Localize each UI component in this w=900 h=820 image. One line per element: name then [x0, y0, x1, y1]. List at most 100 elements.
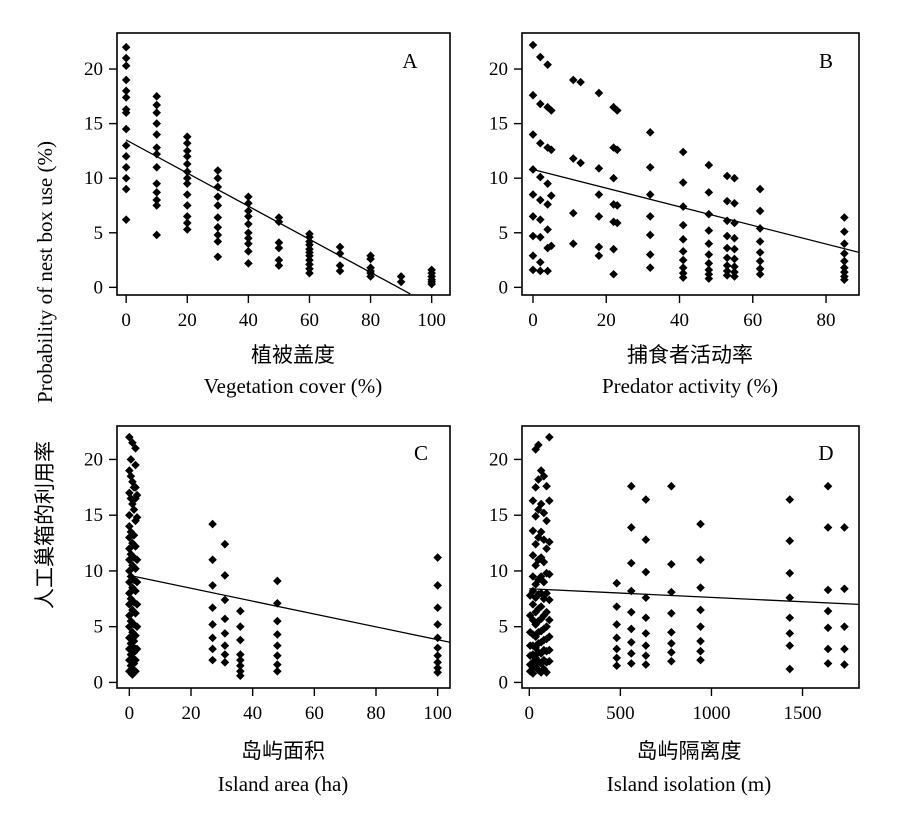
panel-a-point — [121, 124, 131, 134]
panel-b-point — [536, 99, 545, 109]
panel-c-point — [433, 603, 442, 613]
panel-d-point — [528, 526, 538, 536]
panel-c-point — [433, 658, 442, 667]
panel-b-point — [840, 213, 849, 222]
panel-a-point — [182, 190, 192, 199]
panel-c-point — [126, 549, 136, 559]
panel-c-point — [131, 666, 140, 676]
panel-c-point — [236, 666, 245, 676]
panel-a-x-tick-label: 40 — [239, 310, 258, 331]
panel-d-point — [612, 620, 622, 629]
panel-d-point — [612, 578, 622, 588]
panel-d-point — [545, 595, 554, 605]
panel-c-point — [273, 576, 282, 586]
panel-c-point — [208, 581, 217, 590]
panel-c-point — [125, 510, 134, 520]
panel-a-point — [244, 212, 253, 221]
shared-ylabel-cn: 人工巢箱的利用率 — [33, 441, 57, 609]
panel-d-point — [539, 557, 549, 567]
panel-c-point — [273, 616, 282, 626]
panel-b-point — [730, 262, 739, 271]
panel-b-y-tick-label: 10 — [489, 168, 508, 189]
panel-b-point — [528, 90, 538, 100]
panel-d-point — [641, 495, 651, 504]
panel-a-point — [121, 173, 131, 183]
panel-d-point — [696, 655, 705, 665]
panel-a-point — [182, 138, 192, 148]
panel-b-point — [755, 224, 765, 233]
panel-d-point — [641, 613, 651, 623]
panel-c-x-tick-label: 0 — [125, 703, 135, 724]
panel-d-point — [531, 539, 540, 549]
panel-b-point — [704, 160, 714, 170]
panel-a-y-tick-label: 10 — [84, 168, 103, 189]
panel-a-y-tick-label: 0 — [94, 277, 104, 298]
panel-b-y-tick-label: 20 — [489, 59, 508, 80]
panel-d-point — [539, 471, 549, 481]
panel-b-point — [678, 255, 688, 265]
panel-d-point — [545, 569, 554, 579]
panel-a-point — [305, 268, 314, 278]
panel-a-point — [305, 251, 314, 260]
panel-b-point — [645, 250, 655, 259]
panel-d-point — [542, 481, 551, 491]
panel-b-point — [543, 179, 552, 188]
panel-a-point — [335, 261, 345, 270]
panel-a-point — [305, 232, 314, 242]
panel-c-point — [273, 641, 282, 650]
panel-b-point — [722, 253, 732, 263]
panel-a-point — [121, 162, 131, 172]
panel-b-x-tick-label: 80 — [817, 310, 836, 331]
panel-c-point — [131, 542, 140, 551]
panel-b-point — [528, 40, 538, 50]
panel-b-point — [594, 88, 604, 98]
panel-b-point — [528, 130, 538, 139]
panel-b-point — [722, 266, 732, 276]
panel-a-point — [121, 61, 131, 71]
panel-c-point — [236, 655, 245, 665]
panel-b-point — [730, 173, 739, 183]
panel-c-x-tick-label: 40 — [243, 703, 262, 724]
panel-c-point — [208, 603, 217, 613]
panel-c-x-tick-label: 20 — [182, 703, 201, 724]
panel-d-point — [840, 622, 849, 631]
panel-b-point — [645, 190, 655, 199]
panel-c-point — [273, 598, 282, 608]
panel-d-point — [667, 639, 676, 648]
panel-a-point — [213, 223, 223, 232]
panel-a-x-tick-label: 20 — [178, 310, 197, 331]
panel-b-point — [722, 243, 732, 253]
panel-a-point — [335, 249, 345, 258]
panel-d-x-tick-label: 500 — [606, 703, 635, 724]
panel-d-point — [823, 585, 833, 595]
panel-b-point — [536, 195, 545, 205]
panel-b-point — [730, 254, 739, 264]
panel-b-y-tick-label: 5 — [499, 223, 509, 244]
panel-a-y-tick-label: 5 — [94, 223, 104, 244]
panel-a-point — [213, 213, 223, 222]
panel-c-point — [433, 663, 442, 673]
panel-b-point — [536, 257, 545, 267]
panel-c-point — [208, 655, 217, 665]
panel-a-point — [335, 242, 345, 252]
panel-b-point — [645, 162, 655, 172]
panel-b-point — [678, 202, 688, 211]
panel-a-point — [305, 264, 314, 274]
panel-b-xlabel-cn: 捕食者活动率 — [627, 343, 753, 367]
panel-c-point — [128, 499, 137, 509]
panel-d-point — [542, 607, 551, 617]
panel-a-point — [366, 254, 375, 264]
panel-d-point — [612, 661, 622, 671]
panel-c-point — [125, 666, 134, 676]
panel-b-point — [722, 271, 732, 280]
panel-d: 岛屿隔离度 Island isolation (m) D 0 500 1000 1500… — [489, 425, 860, 796]
panel-c-point — [433, 620, 442, 629]
panel-b-point — [543, 200, 552, 209]
panel-d-point — [785, 495, 795, 504]
panel-d-point — [612, 602, 622, 611]
panel-c-point — [125, 544, 134, 553]
panel-d-letter: D — [818, 441, 833, 465]
panel-b-point — [704, 209, 714, 219]
panel-b-point — [609, 173, 618, 183]
panel-c-point — [129, 530, 139, 540]
